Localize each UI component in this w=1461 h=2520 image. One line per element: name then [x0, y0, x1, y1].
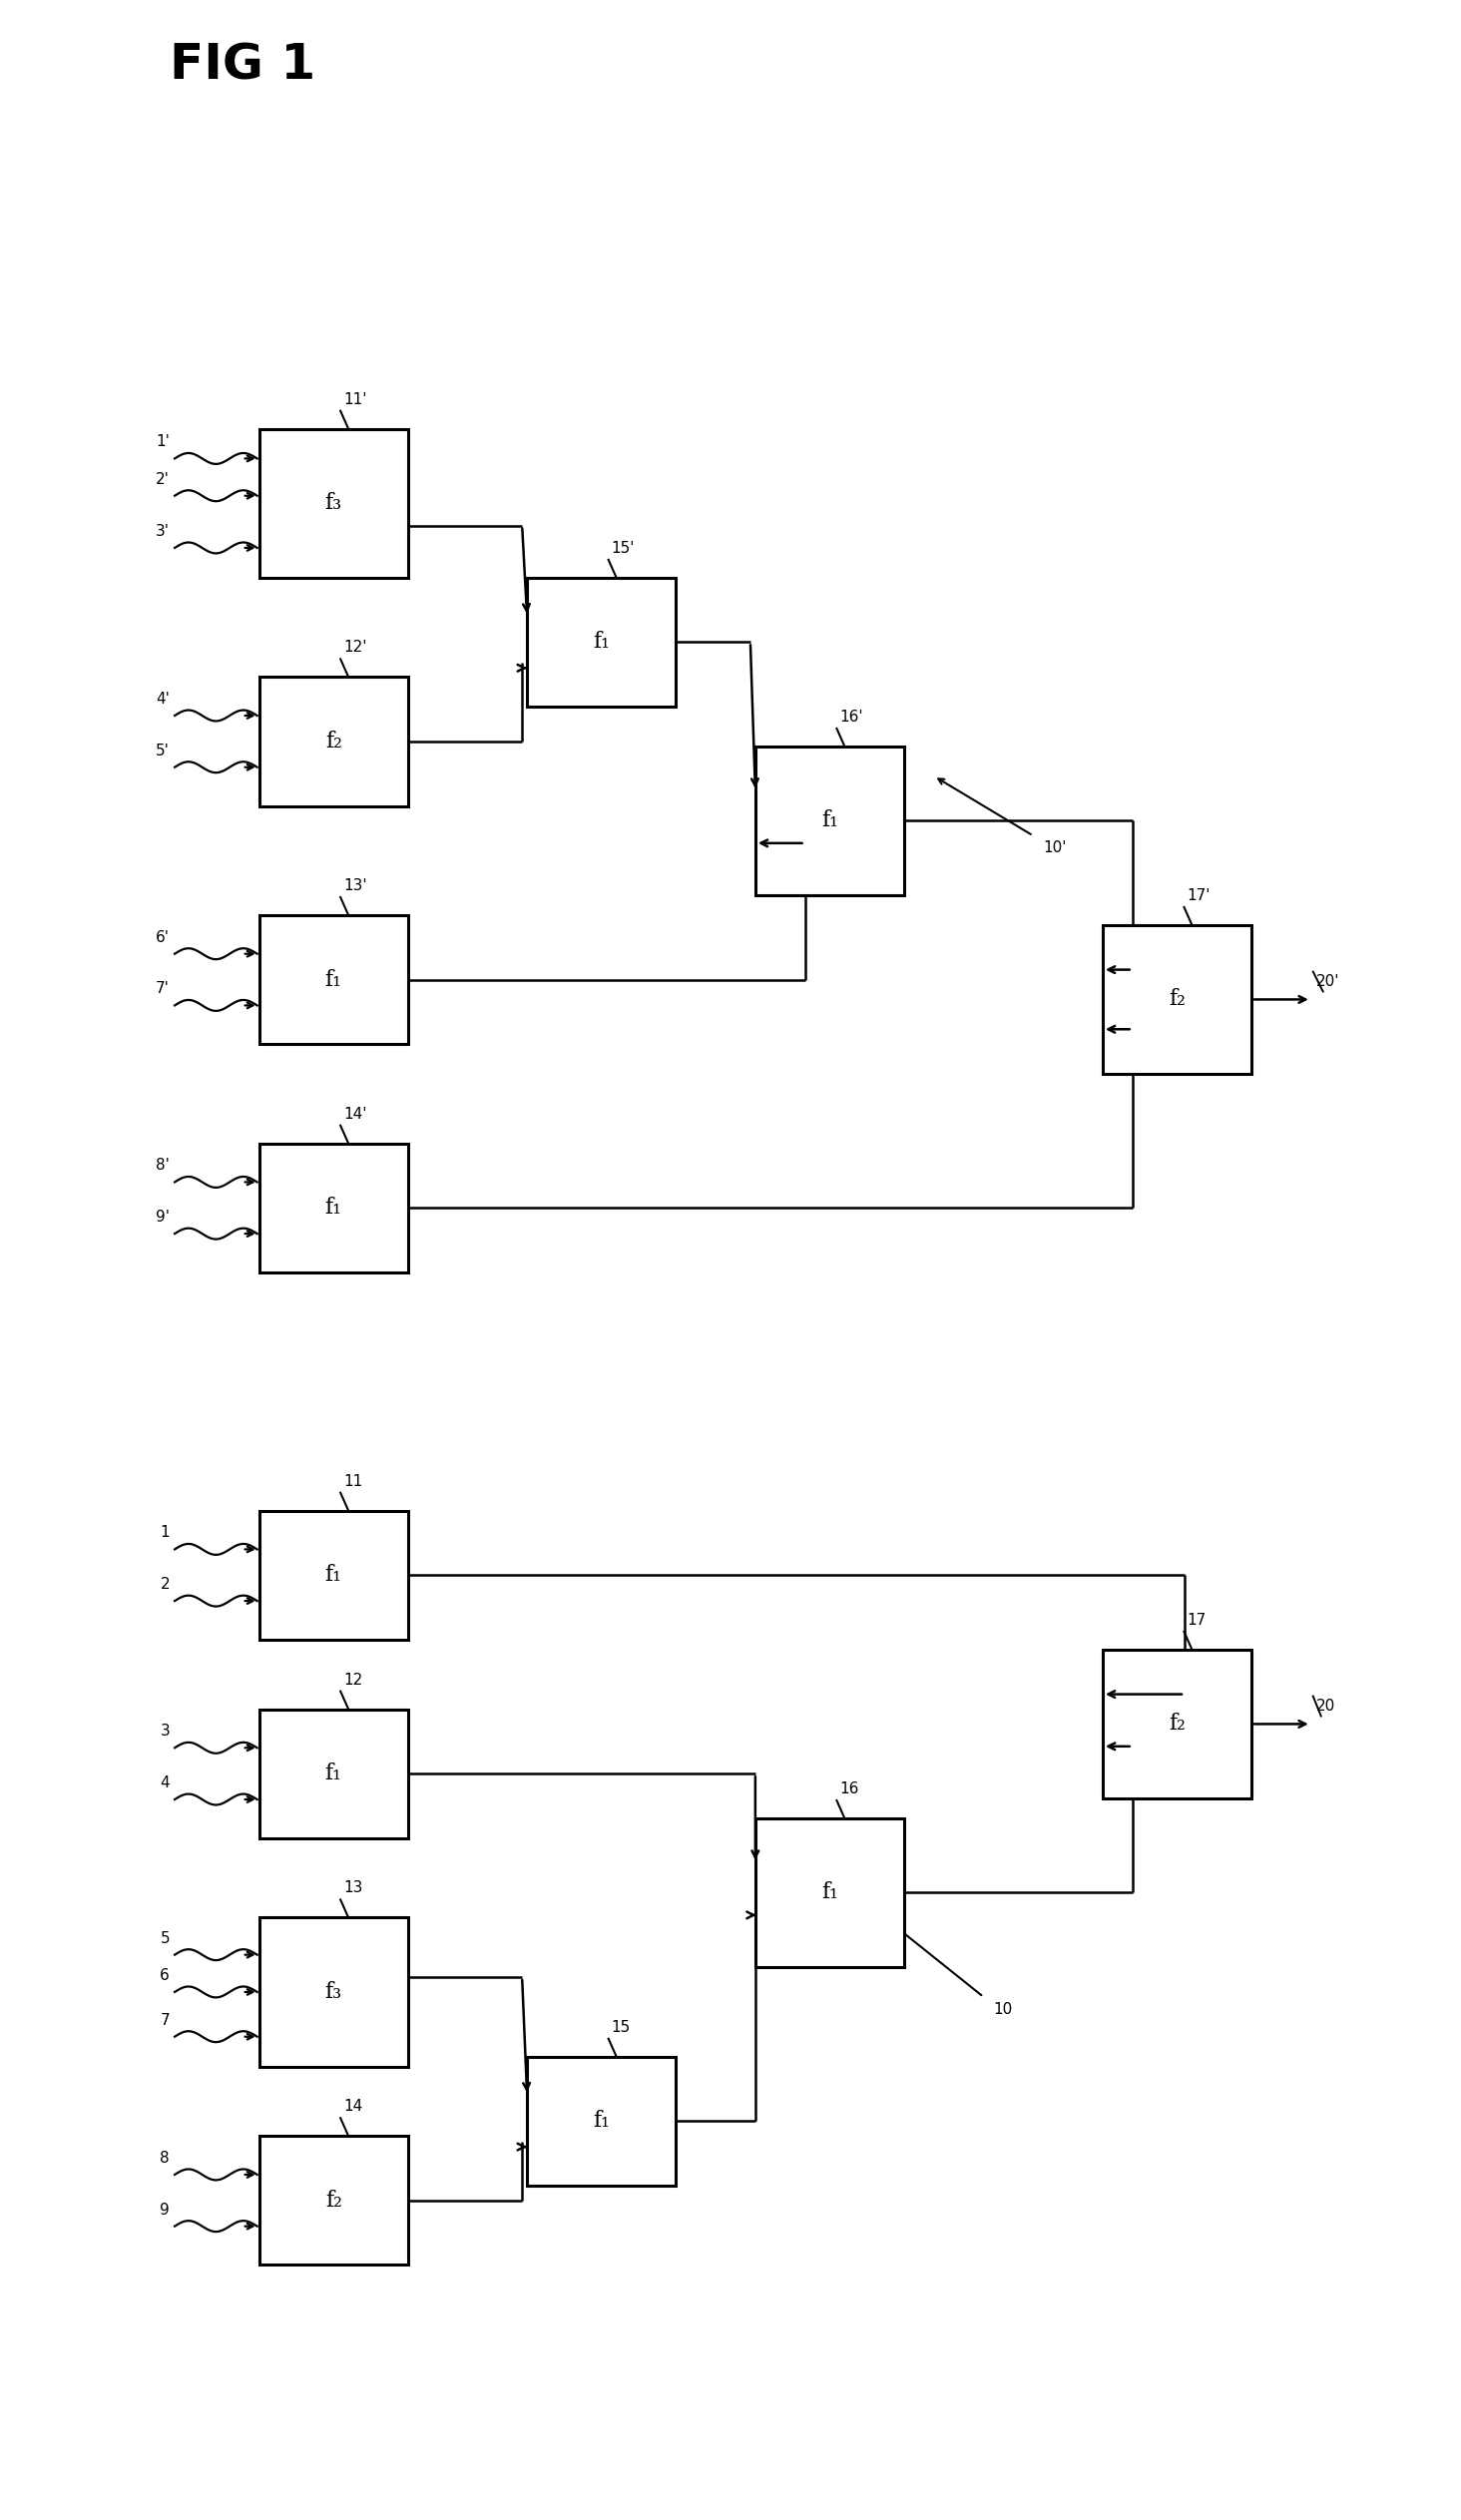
Text: f₁: f₁ [324, 968, 342, 990]
FancyBboxPatch shape [755, 1819, 904, 1968]
Text: f₁: f₁ [324, 1761, 342, 1784]
FancyBboxPatch shape [527, 2056, 676, 2185]
FancyBboxPatch shape [755, 746, 904, 895]
FancyBboxPatch shape [1103, 925, 1252, 1074]
Text: 5': 5' [156, 743, 169, 759]
FancyBboxPatch shape [259, 1918, 408, 2066]
Text: 1: 1 [161, 1525, 169, 1540]
Text: 6': 6' [156, 930, 169, 945]
Text: 9': 9' [156, 1210, 169, 1225]
Text: 9: 9 [161, 2202, 169, 2218]
Text: 4: 4 [161, 1777, 169, 1792]
Text: FIG 1: FIG 1 [169, 43, 316, 91]
Text: 7': 7' [156, 980, 169, 995]
Text: 7: 7 [161, 2013, 169, 2029]
FancyBboxPatch shape [1103, 1651, 1252, 1799]
Text: 16: 16 [840, 1782, 859, 1797]
FancyBboxPatch shape [259, 2137, 408, 2265]
Text: f₁: f₁ [324, 1197, 342, 1220]
Text: 20': 20' [1316, 975, 1340, 990]
Text: 5: 5 [161, 1930, 169, 1945]
Text: 8': 8' [156, 1159, 169, 1174]
Text: 12: 12 [343, 1673, 362, 1688]
Text: 13: 13 [343, 1880, 362, 1895]
Text: f₁: f₁ [593, 2109, 609, 2132]
Text: f₃: f₃ [324, 1981, 342, 2003]
Text: f₂: f₂ [326, 731, 342, 753]
FancyBboxPatch shape [527, 577, 676, 706]
Text: 8: 8 [161, 2150, 169, 2165]
Text: 3: 3 [161, 1724, 169, 1739]
Text: 20: 20 [1316, 1698, 1335, 1714]
Text: 2': 2' [156, 471, 169, 486]
Text: f₁: f₁ [821, 809, 839, 832]
Text: 3': 3' [156, 524, 169, 539]
Text: f₂: f₂ [1169, 1714, 1185, 1734]
FancyBboxPatch shape [259, 1509, 408, 1641]
Text: 15: 15 [611, 2019, 631, 2034]
FancyBboxPatch shape [259, 678, 408, 806]
Text: 10': 10' [1043, 842, 1067, 857]
Text: f₂: f₂ [1169, 988, 1185, 1011]
Text: 16': 16' [840, 711, 863, 726]
Text: 17': 17' [1186, 887, 1211, 902]
FancyBboxPatch shape [259, 1144, 408, 1273]
FancyBboxPatch shape [259, 1709, 408, 1837]
Text: f₂: f₂ [326, 2190, 342, 2213]
Text: 12': 12' [343, 640, 367, 655]
Text: f₁: f₁ [821, 1882, 839, 1903]
Text: 14: 14 [343, 2099, 362, 2114]
FancyBboxPatch shape [259, 915, 408, 1043]
FancyBboxPatch shape [259, 428, 408, 577]
Text: 15': 15' [611, 542, 636, 557]
Text: 13': 13' [343, 879, 367, 892]
Text: f₁: f₁ [593, 630, 609, 653]
Text: 6: 6 [161, 1968, 169, 1983]
Text: 17: 17 [1186, 1613, 1207, 1628]
Text: 14': 14' [343, 1106, 367, 1121]
Text: f₃: f₃ [324, 491, 342, 514]
Text: 4': 4' [156, 690, 169, 706]
Text: f₁: f₁ [324, 1565, 342, 1585]
Text: 10: 10 [993, 2001, 1012, 2016]
Text: 2: 2 [161, 1578, 169, 1593]
Text: 11': 11' [343, 393, 367, 406]
Text: 11: 11 [343, 1474, 362, 1489]
Text: 1': 1' [156, 433, 169, 449]
